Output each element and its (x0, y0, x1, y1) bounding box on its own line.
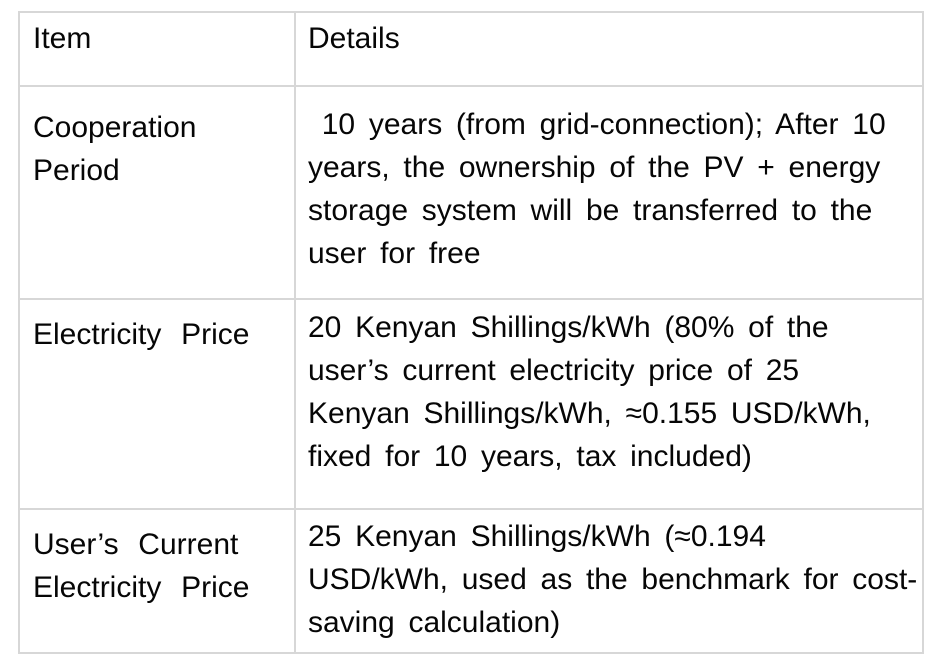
column-header-item: Item (18, 11, 296, 87)
details-text-line: storage system will be transferred to th… (308, 194, 873, 227)
details-text-line: 25 Kenyan Shillings/kWh (≈0.194 (308, 520, 766, 553)
details-text-line: user’s current electricity price of 25 (308, 354, 800, 387)
details-text-line: saving calculation) (308, 606, 561, 639)
column-header-details: Details (294, 11, 924, 87)
details-cell-users-current-electricity-price: 25 Kenyan Shillings/kWh (≈0.194 USD/kWh, … (294, 508, 924, 654)
table-header-row: Item Details (18, 11, 924, 87)
table-row-users-current-electricity-price: User’s Current Electricity Price 25 Keny… (18, 508, 924, 654)
item-cell-electricity-price: Electricity Price (18, 298, 296, 510)
details-text-line: Kenyan Shillings/kWh, ≈0.155 USD/kWh, (308, 397, 871, 430)
details-text-line: USD/kWh, used as the benchmark for cost- (308, 563, 918, 596)
details-text-line: years, the ownership of the PV + energy (308, 151, 881, 184)
details-cell-electricity-price: 20 Kenyan Shillings/kWh (80% of the user’… (294, 298, 924, 510)
item-cell-cooperation-period: Cooperation Period (18, 85, 296, 300)
details-cell-cooperation-period: 10 years (from grid-connection); After 1… (294, 85, 924, 300)
details-text-line: 20 Kenyan Shillings/kWh (80% of the (308, 311, 829, 344)
table-row-electricity-price: Electricity Price 20 Kenyan Shillings/kW… (18, 298, 924, 510)
details-text-line: fixed for 10 years, tax included) (308, 440, 752, 473)
table-row-cooperation-period: Cooperation Period 10 years (from grid-c… (18, 85, 924, 300)
item-cell-users-current-electricity-price: User’s Current Electricity Price (18, 508, 296, 654)
details-text-line: 10 years (from grid-connection); After 1… (308, 108, 886, 141)
project-terms-table: Item Details Cooperation Period 10 years… (18, 11, 924, 654)
details-text-line: user for free (308, 237, 481, 270)
